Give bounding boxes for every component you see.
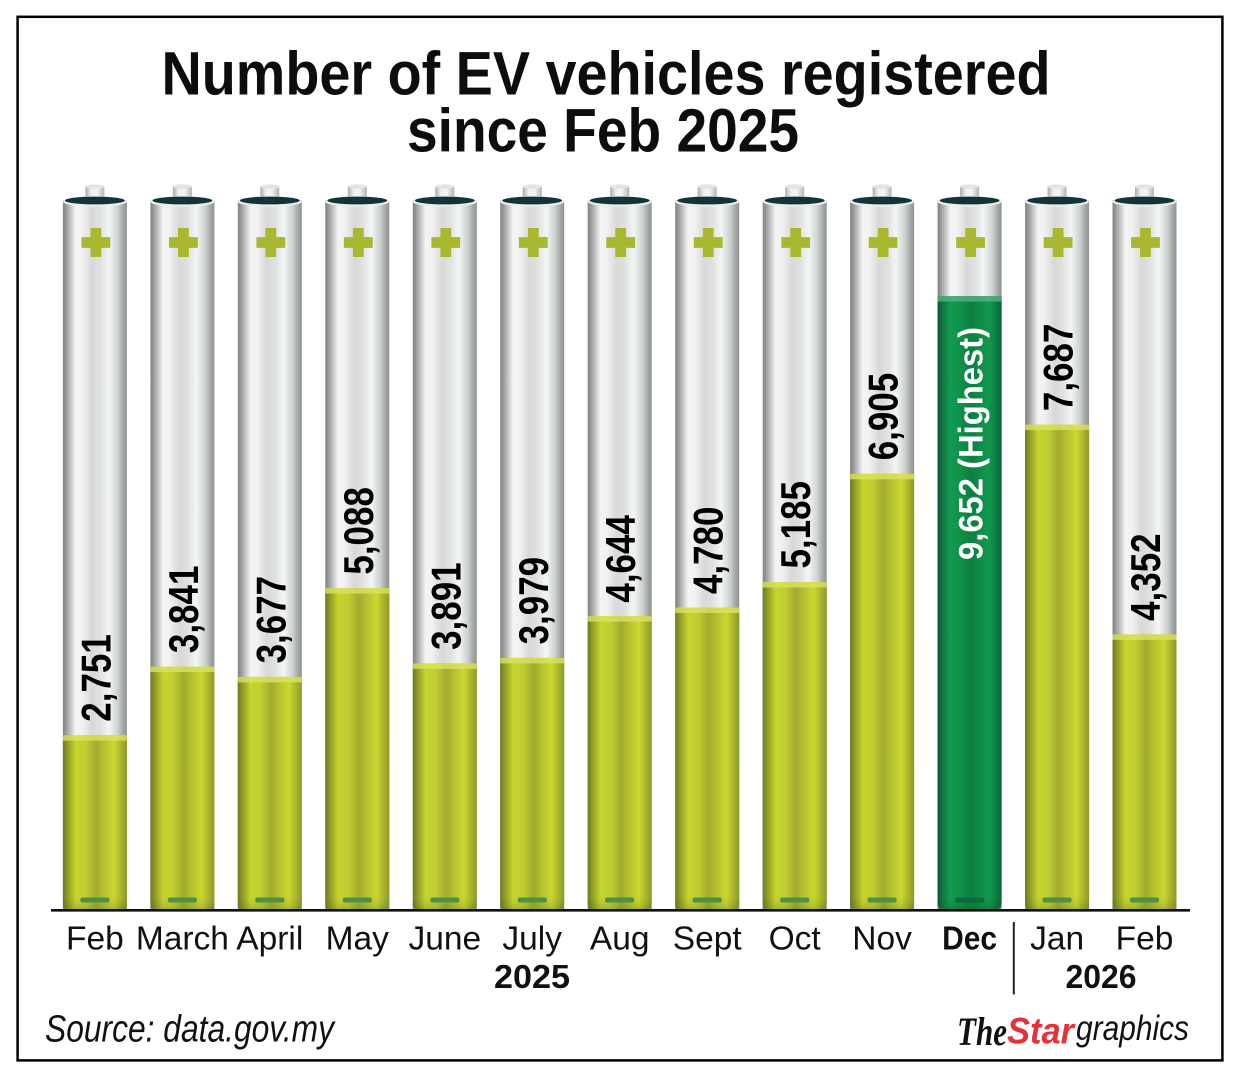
svg-text:Source: data.gov.my: Source: data.gov.my (45, 1008, 336, 1050)
svg-text:May: May (326, 921, 390, 958)
svg-text:4,780: 4,780 (685, 507, 732, 595)
svg-text:June: June (408, 921, 481, 958)
svg-text:Aug: Aug (590, 921, 650, 958)
svg-text:graphics: graphics (1076, 1009, 1189, 1048)
svg-text:5,088: 5,088 (335, 487, 382, 575)
svg-text:2025: 2025 (494, 958, 570, 995)
svg-text:5,185: 5,185 (772, 481, 819, 569)
svg-text:7,687: 7,687 (1035, 324, 1082, 412)
svg-text:2026: 2026 (1066, 958, 1137, 995)
svg-text:Sept: Sept (673, 921, 743, 958)
svg-text:since Feb 2025: since Feb 2025 (407, 97, 799, 165)
svg-text:3,841: 3,841 (160, 566, 207, 654)
svg-text:Dec: Dec (942, 921, 997, 958)
svg-text:Star: Star (1007, 1011, 1076, 1052)
svg-text:March: March (136, 921, 229, 958)
svg-text:3,979: 3,979 (510, 557, 557, 645)
svg-text:Jan: Jan (1030, 921, 1084, 958)
svg-text:Feb: Feb (66, 921, 124, 958)
svg-text:4,644: 4,644 (597, 515, 644, 603)
svg-text:Number of EV vehicles register: Number of EV vehicles registered (162, 40, 1051, 108)
svg-text:4,352: 4,352 (1122, 533, 1169, 621)
svg-text:The: The (957, 1009, 1007, 1054)
svg-text:2,751: 2,751 (72, 634, 119, 722)
svg-text:Oct: Oct (769, 921, 822, 958)
svg-text:July: July (502, 921, 562, 958)
svg-text:Feb: Feb (1116, 921, 1174, 958)
svg-text:9,652 (Highest): 9,652 (Highest) (952, 327, 990, 560)
svg-text:3,677: 3,677 (247, 576, 294, 664)
svg-text:April: April (236, 921, 303, 958)
svg-text:Nov: Nov (852, 921, 912, 958)
svg-text:3,891: 3,891 (422, 562, 469, 650)
svg-text:6,905: 6,905 (860, 373, 907, 461)
